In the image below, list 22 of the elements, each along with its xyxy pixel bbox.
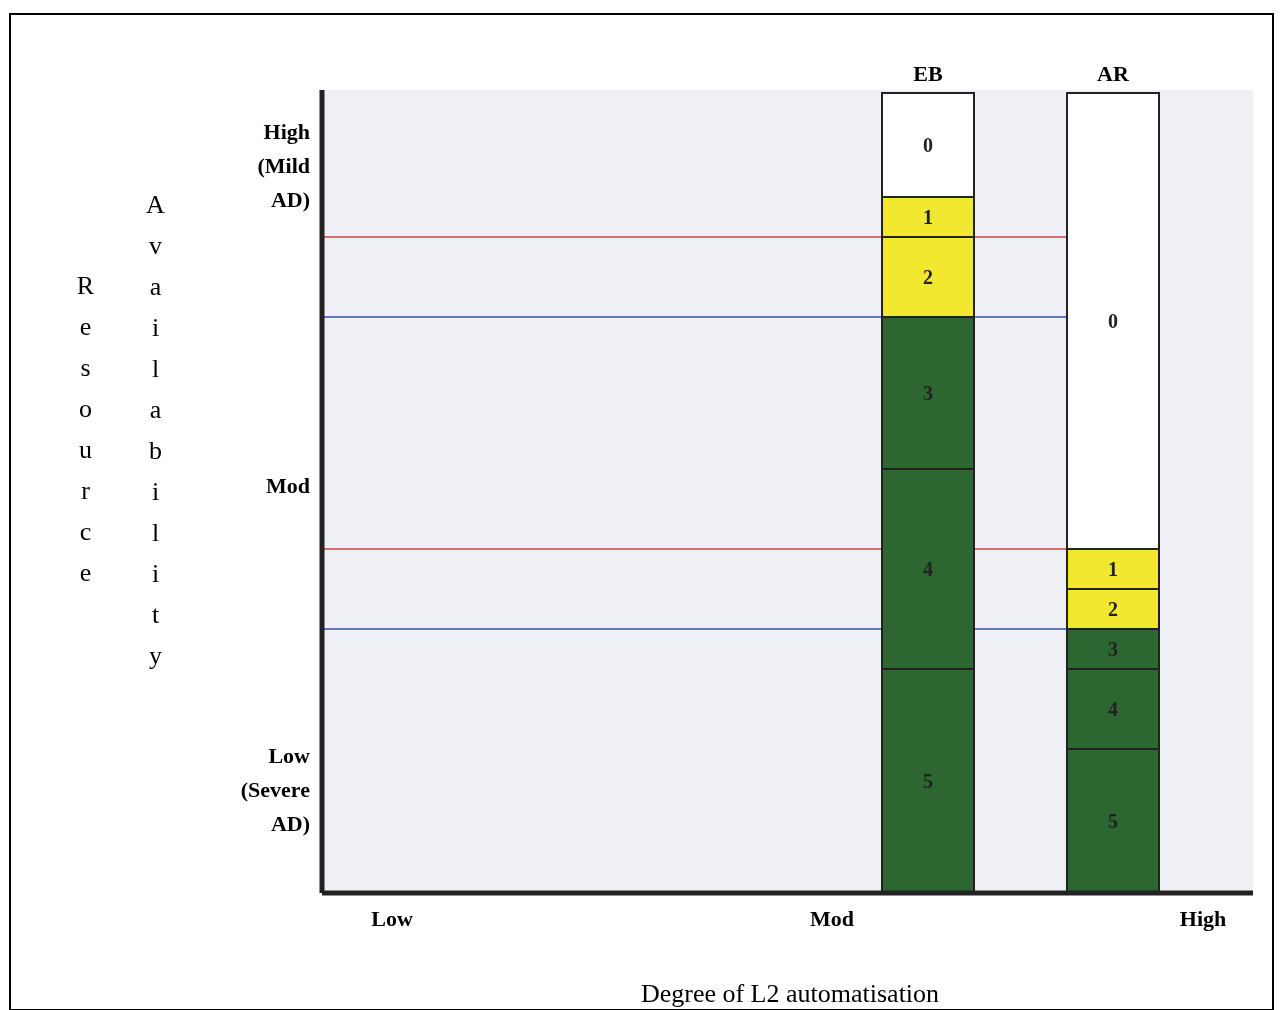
text: Low [371, 906, 413, 931]
text: 3 [923, 382, 933, 404]
text: 0 [1108, 310, 1118, 332]
text: High (Mild AD) [257, 119, 310, 212]
text: Mod [810, 906, 854, 931]
text: 1 [1108, 558, 1118, 580]
text: Mod [266, 473, 310, 498]
series-label: 5 [923, 770, 933, 792]
text: 5 [1108, 810, 1118, 832]
series-label: 1 [923, 206, 933, 228]
text: 4 [923, 558, 933, 580]
x-tick-label: EB [913, 61, 943, 86]
x-tick-label: AR [1097, 61, 1130, 86]
series-label: 2 [1108, 598, 1118, 620]
x-axis-title: Degree of L2 automatisation [640, 979, 940, 1008]
text: 2 [923, 266, 933, 288]
series-label: 3 [1108, 638, 1118, 660]
series-label: 4 [1108, 698, 1118, 720]
text: High [1179, 906, 1227, 931]
text: Low (Severe AD) [240, 743, 311, 836]
series-label: 0 [923, 134, 933, 156]
text: Resource Availability [71, 190, 170, 682]
